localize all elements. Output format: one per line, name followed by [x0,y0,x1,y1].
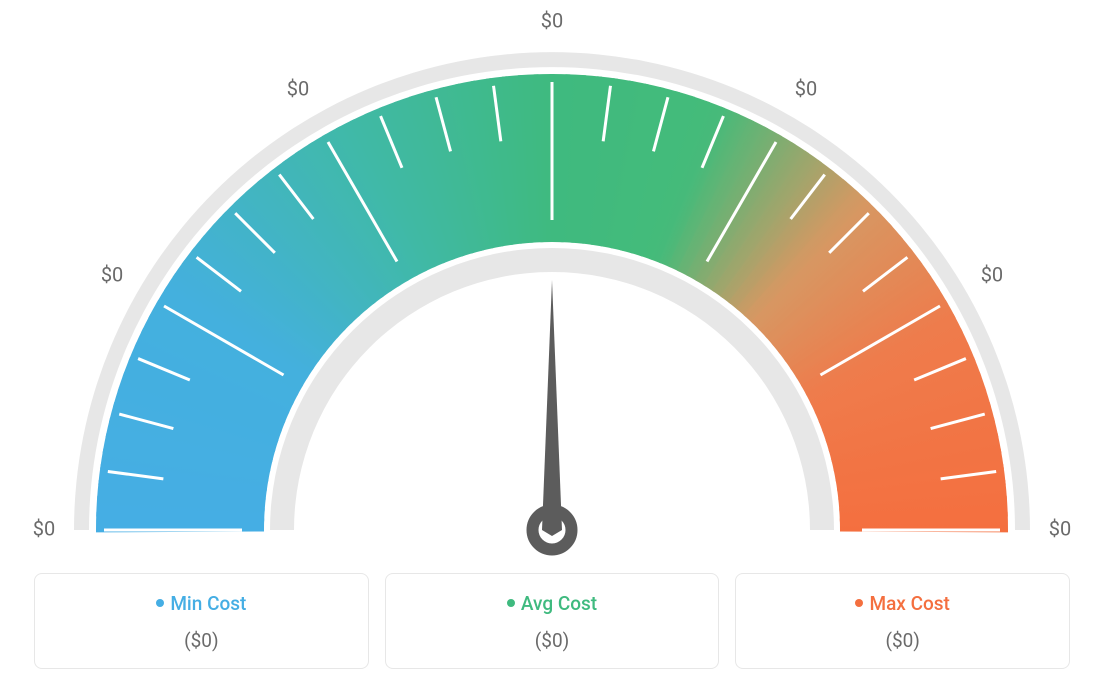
gauge-tick-label: $0 [541,10,563,32]
gauge-tick-label: $0 [1049,516,1071,540]
legend-title-max: Max Cost [746,592,1059,615]
legend-value-avg: ($0) [396,629,709,652]
gauge-chart: $0 $0 $0 $0 $0 $0 $0 [30,10,1074,565]
gauge-needle [542,280,562,536]
gauge-tick-label: $0 [795,76,817,100]
legend-card-max: Max Cost ($0) [735,573,1070,669]
gauge-svg: $0 $0 $0 $0 $0 $0 $0 [30,10,1074,565]
legend-title-min: Min Cost [45,592,358,615]
legend-label-avg: Avg Cost [521,592,597,615]
legend-row: Min Cost ($0) Avg Cost ($0) Max Cost ($0… [30,573,1074,669]
gauge-tick-label: $0 [981,262,1003,286]
gauge-tick-label: $0 [101,262,123,286]
gauge-tick-label: $0 [287,76,309,100]
legend-value-min: ($0) [45,629,358,652]
legend-value-max: ($0) [746,629,1059,652]
legend-title-avg: Avg Cost [396,592,709,615]
legend-card-min: Min Cost ($0) [34,573,369,669]
legend-card-avg: Avg Cost ($0) [385,573,720,669]
legend-label-max: Max Cost [869,592,949,615]
legend-dot-max [855,599,863,607]
legend-dot-min [156,599,164,607]
legend-dot-avg [507,599,515,607]
gauge-tick-label: $0 [33,516,55,540]
cost-gauge-infographic: $0 $0 $0 $0 $0 $0 $0 Min Cost ($0) Avg Cost ($… [0,0,1104,690]
legend-label-min: Min Cost [170,592,246,615]
